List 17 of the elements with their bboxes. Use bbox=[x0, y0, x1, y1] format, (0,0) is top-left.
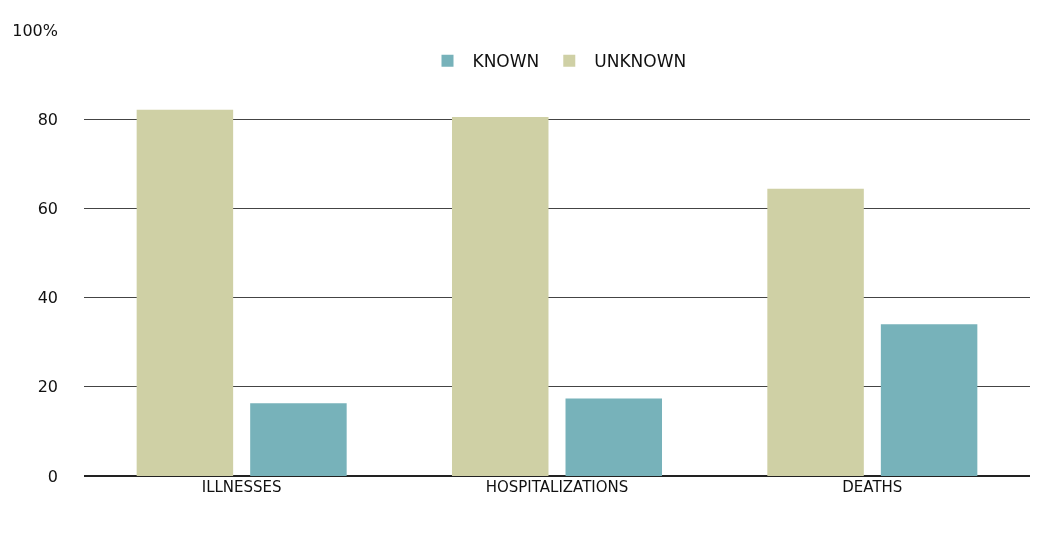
bar bbox=[136, 109, 234, 476]
y-tick-label: 60 bbox=[37, 199, 58, 218]
x-tick-label: DEATHS bbox=[842, 478, 903, 496]
bar bbox=[565, 398, 663, 476]
y-tick-label: 40 bbox=[37, 288, 58, 308]
bar bbox=[767, 188, 864, 476]
bar bbox=[250, 403, 347, 476]
x-tick-label: ILLNESSES bbox=[201, 478, 282, 496]
y-tick-label: 0 bbox=[47, 466, 58, 486]
y-tick-label: 20 bbox=[37, 377, 58, 397]
bar bbox=[880, 324, 978, 476]
y-tick-label: 100% bbox=[12, 20, 58, 40]
x-tick-label: HOSPITALIZATIONS bbox=[485, 478, 629, 496]
legend-label: UNKNOWN bbox=[594, 51, 687, 72]
y-tick-label: 80 bbox=[37, 109, 58, 129]
bar bbox=[451, 116, 549, 476]
legend-label: KNOWN bbox=[472, 51, 540, 72]
